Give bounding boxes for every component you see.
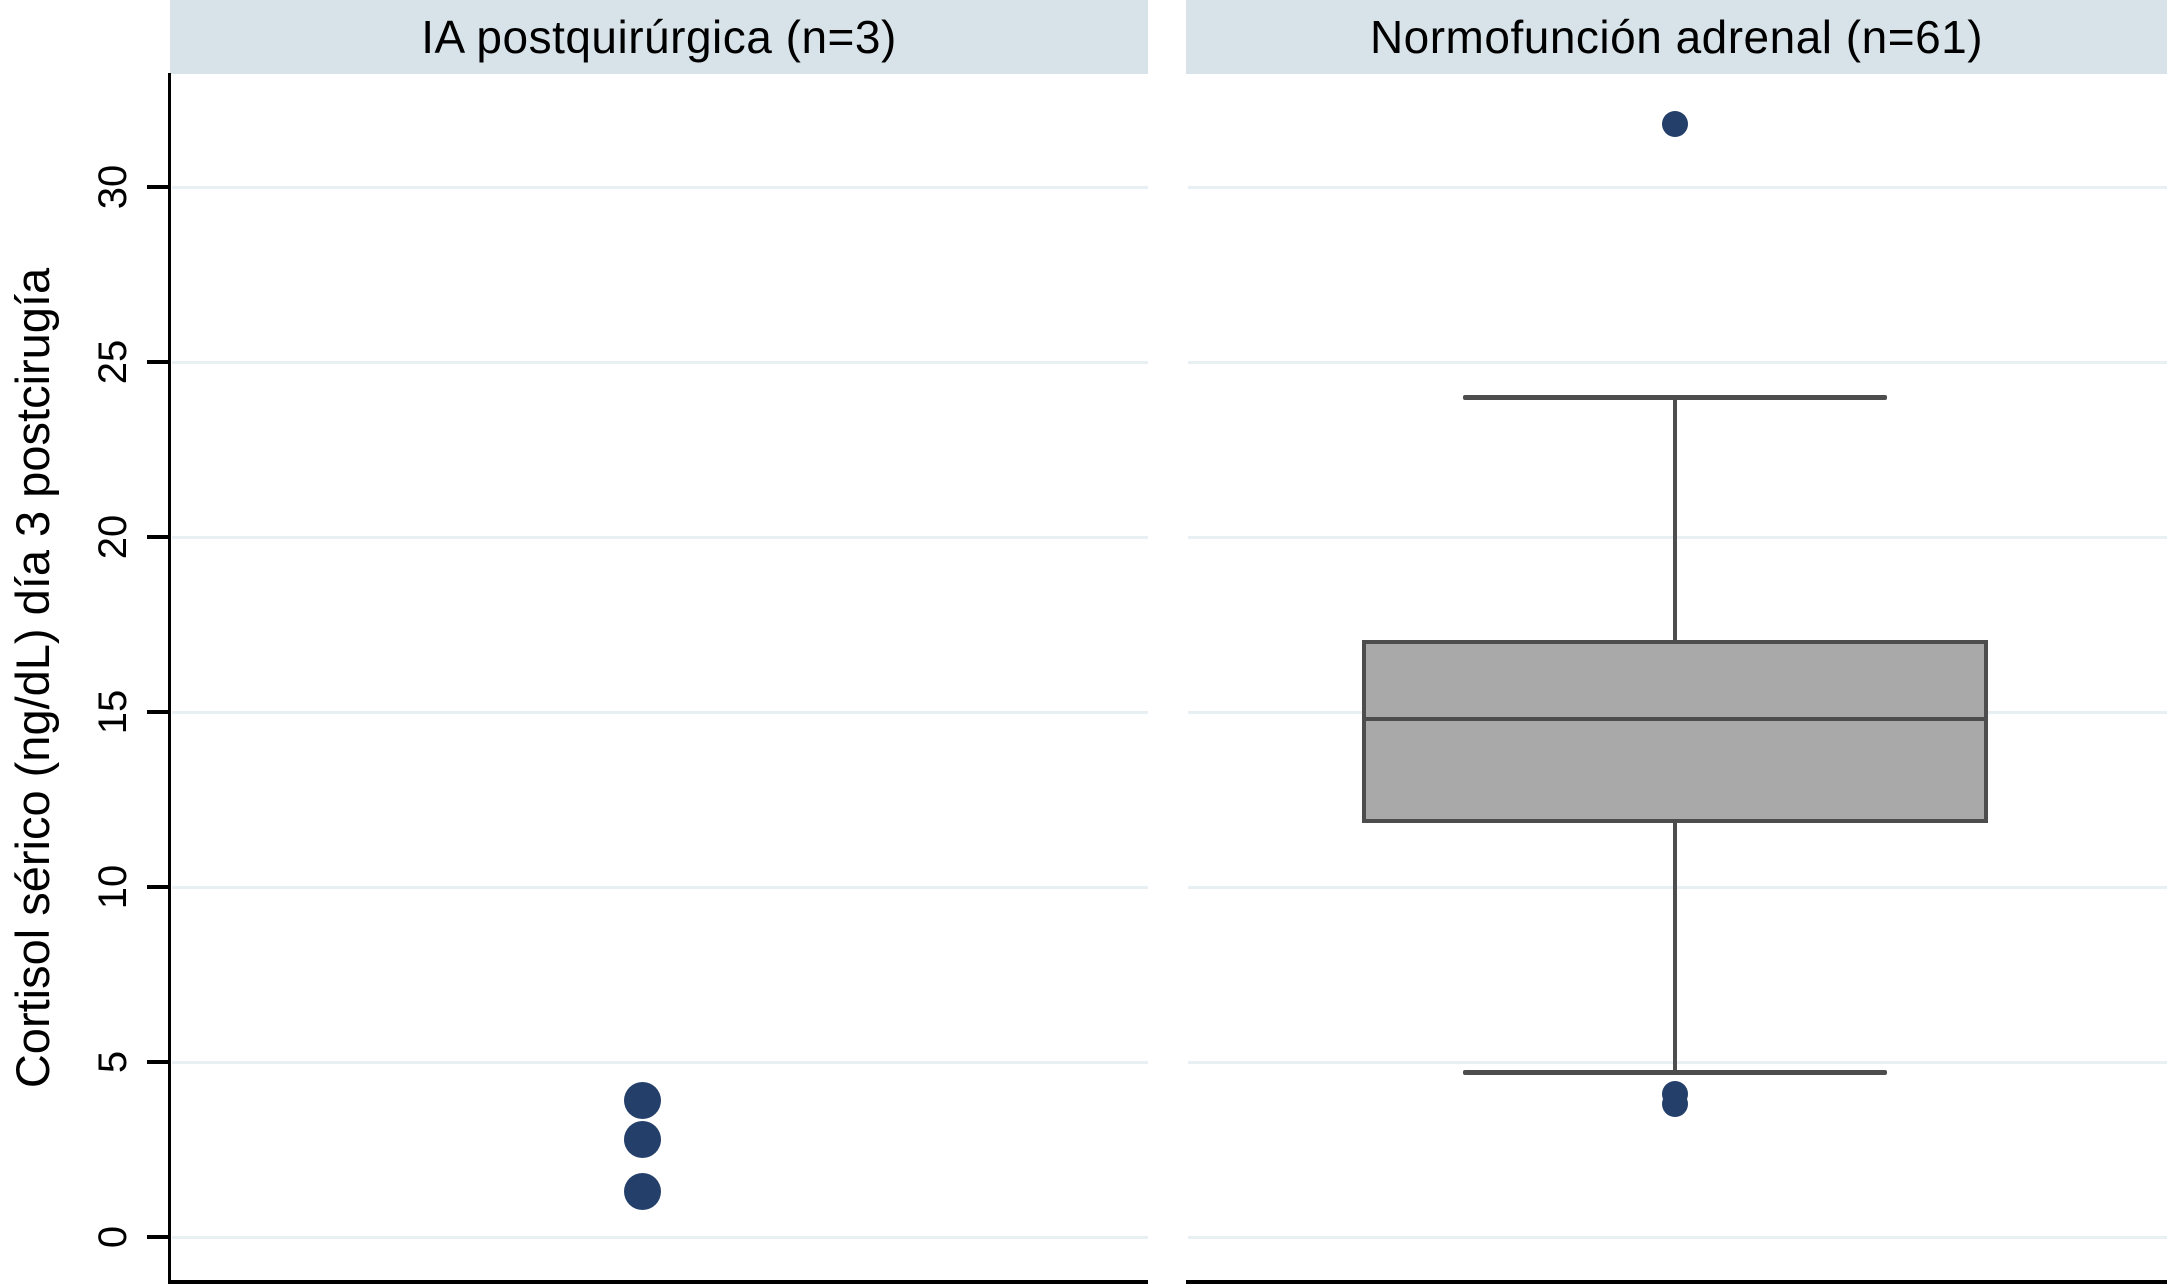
outlier-dot — [1662, 111, 1688, 137]
gridline — [1188, 360, 2167, 364]
y-tick-label: 10 — [90, 864, 135, 910]
data-point-dot — [623, 1082, 661, 1119]
panel-title-right: Normofunción adrenal (n=61) — [1369, 11, 1984, 63]
box-iqr — [1362, 640, 1988, 823]
median-line — [1362, 717, 1988, 721]
x-axis-line-right — [1186, 1280, 2167, 1284]
y-tick — [147, 885, 168, 889]
y-tick — [147, 1235, 168, 1239]
gridline — [172, 535, 1148, 539]
y-tick — [147, 1060, 168, 1064]
y-tick-label: 25 — [90, 339, 135, 385]
y-tick-label: 15 — [90, 689, 135, 735]
y-tick — [147, 360, 168, 364]
gridline — [172, 360, 1148, 364]
gridline — [1188, 185, 2167, 189]
panel-header-left: IA postquirúrgica (n=3) — [170, 0, 1148, 74]
x-axis-line-left — [168, 1280, 1148, 1284]
gridline — [1188, 1235, 2167, 1239]
y-tick — [147, 710, 168, 714]
gridline — [1188, 1060, 2167, 1064]
y-axis-line — [168, 73, 171, 1284]
gridline — [1188, 535, 2167, 539]
y-tick-label: 0 — [90, 1225, 135, 1249]
panel-header-right: Normofunción adrenal (n=61) — [1186, 0, 2167, 74]
outlier-dot — [1662, 1091, 1688, 1117]
data-point-dot — [623, 1173, 661, 1210]
gridline — [172, 1235, 1148, 1239]
whisker-cap-lower — [1463, 1070, 1887, 1075]
y-tick-label: 5 — [90, 1050, 135, 1074]
data-point-dot — [623, 1120, 661, 1158]
gridline — [172, 885, 1148, 889]
gridline — [1188, 885, 2167, 889]
gridline — [172, 710, 1148, 714]
y-axis-label: Cortisol sérico (ng/dL) día 3 postcirugí… — [2, 78, 62, 1278]
y-tick — [147, 185, 168, 189]
panel-title-left: IA postquirúrgica (n=3) — [421, 11, 897, 63]
y-tick-label: 30 — [90, 164, 135, 210]
y-axis-label-text: Cortisol sérico (ng/dL) día 3 postcirugí… — [5, 267, 59, 1089]
gridline — [172, 1060, 1148, 1064]
whisker-cap-upper — [1463, 394, 1887, 400]
y-tick — [147, 535, 168, 539]
y-tick-label: 20 — [90, 514, 135, 560]
gridline — [172, 185, 1148, 189]
